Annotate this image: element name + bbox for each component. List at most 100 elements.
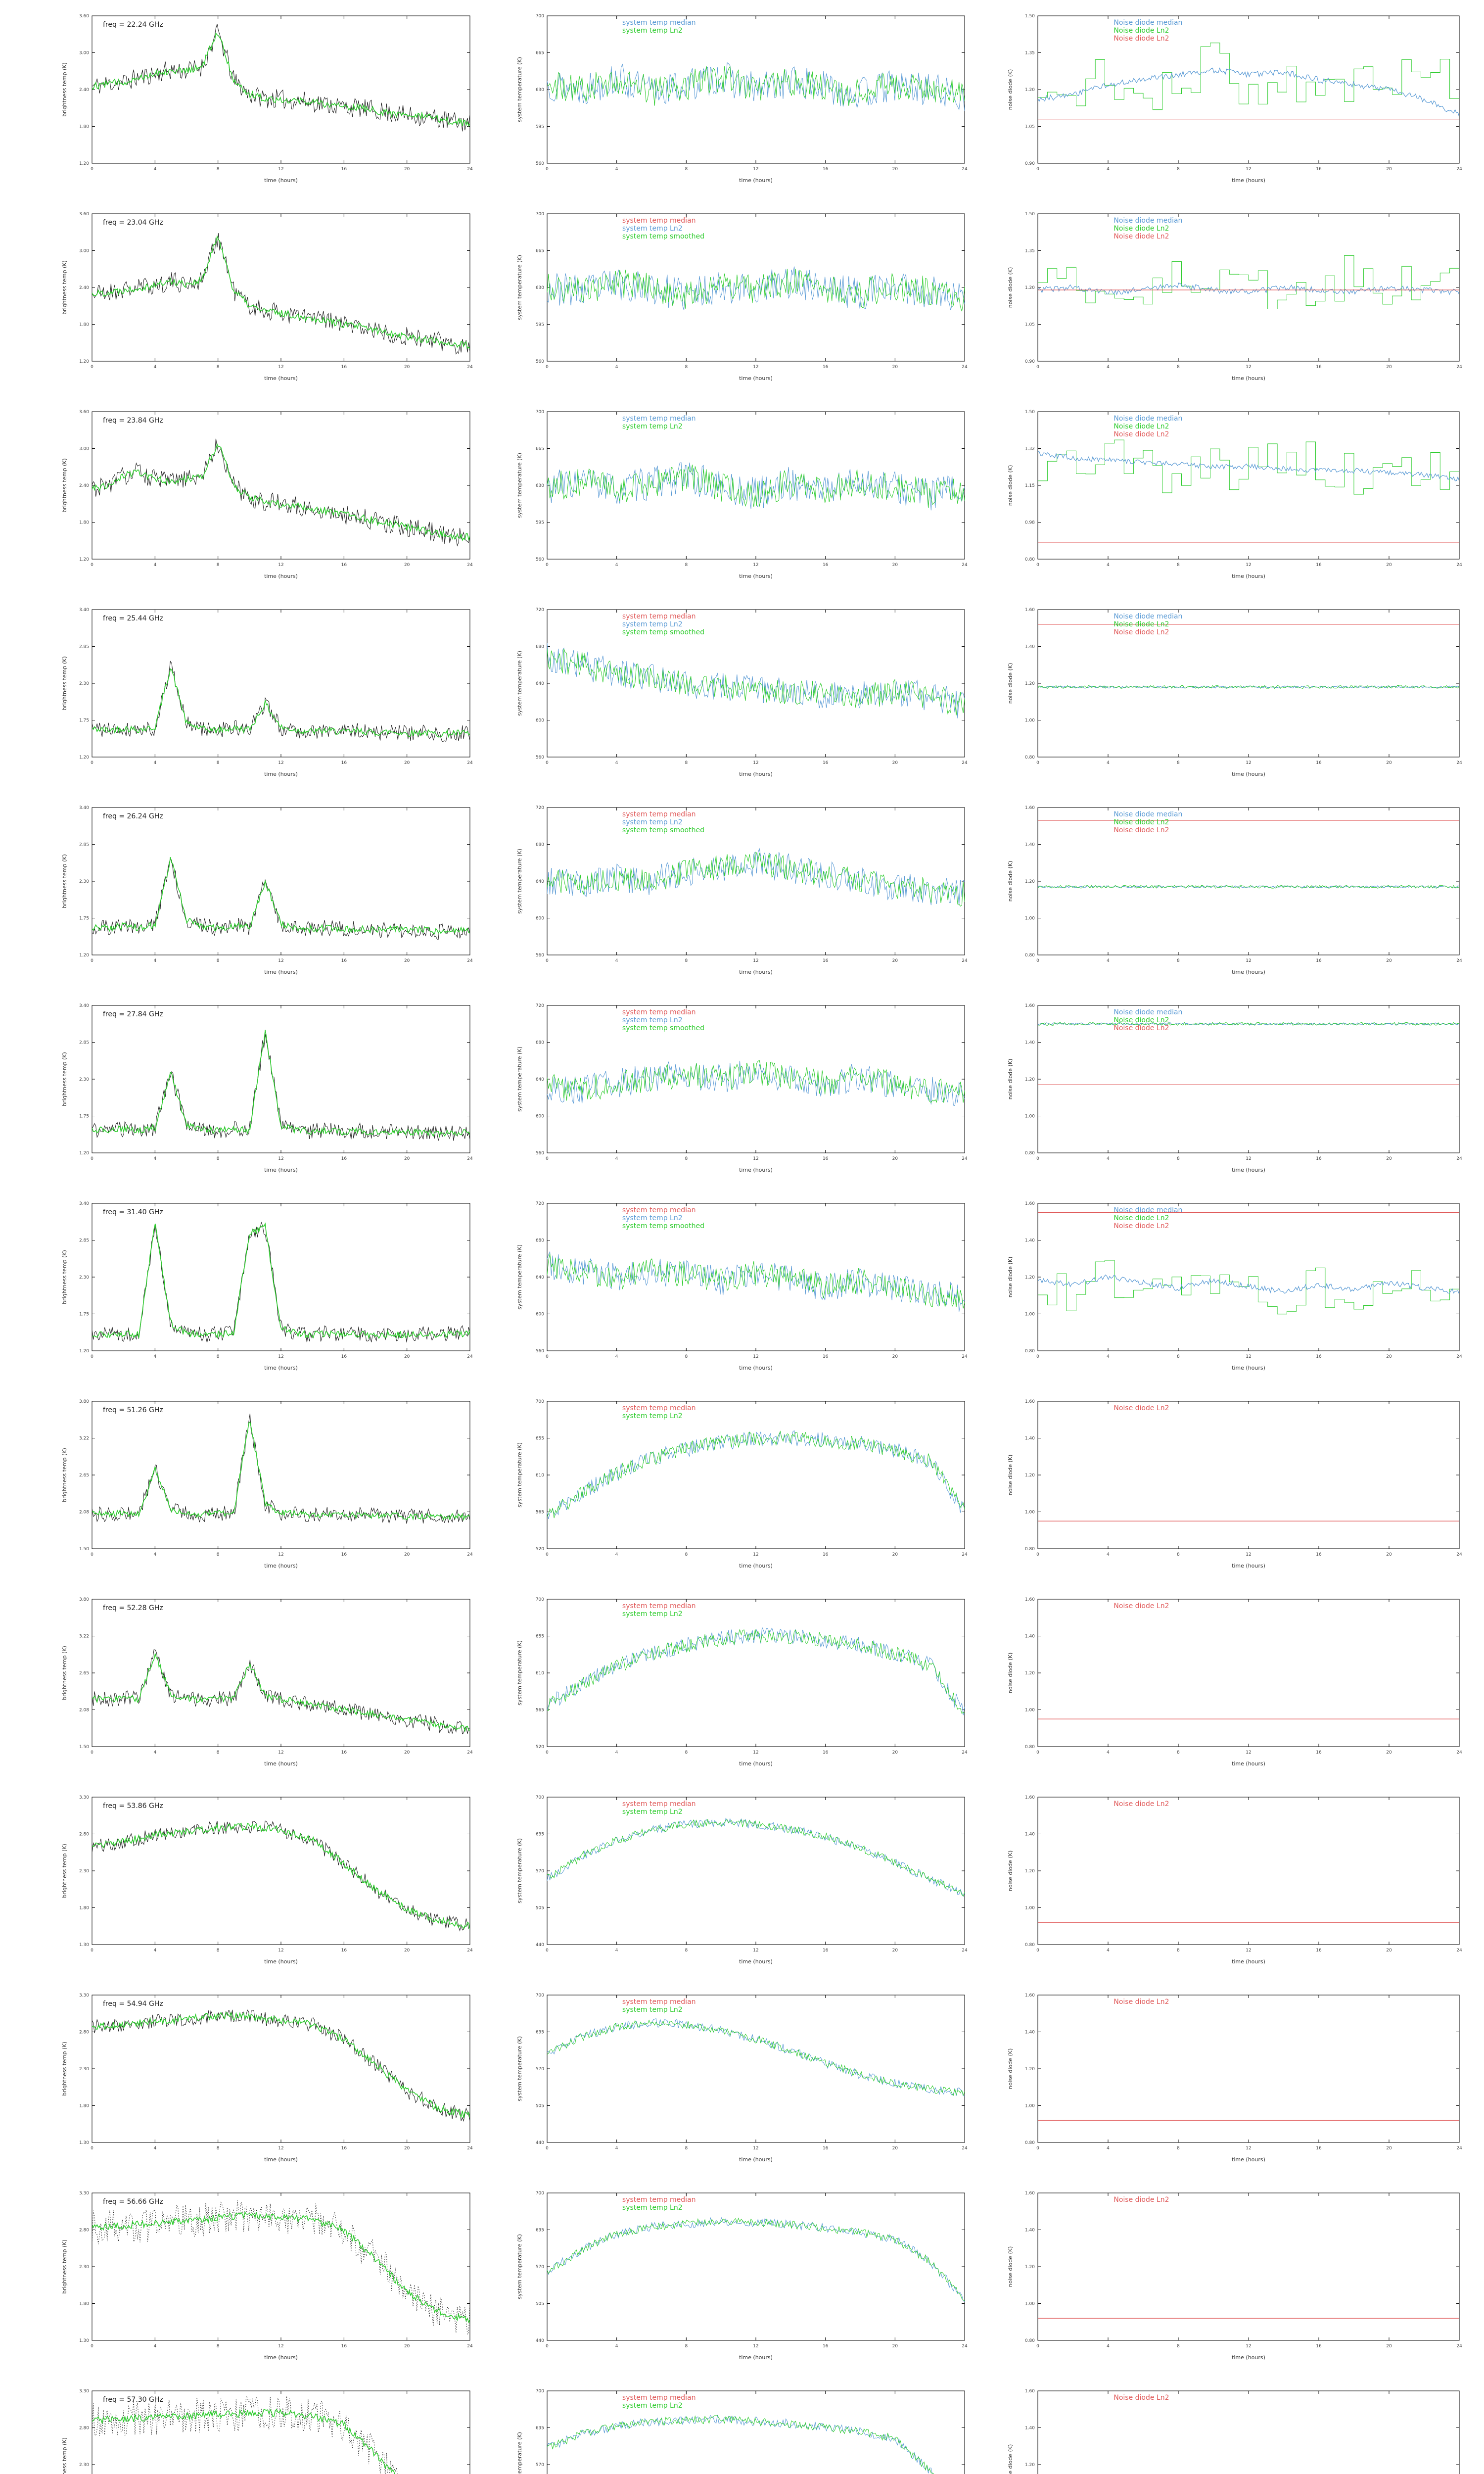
y-tick-label: 0.98 — [1025, 521, 1035, 525]
x-axis-label: time (hours) — [739, 771, 773, 777]
y-tick-label: 1.40 — [1025, 1634, 1035, 1639]
x-tick-label: 0 — [1036, 2344, 1039, 2349]
freq-label: freq = 56.66 GHz — [103, 2198, 163, 2206]
y-tick-label: 1.50 — [1025, 410, 1035, 415]
legend-entry: Noise diode Ln2 — [1113, 1024, 1169, 1032]
x-tick-label: 20 — [1386, 2344, 1392, 2349]
x-tick-label: 16 — [341, 958, 347, 963]
x-tick-label: 8 — [217, 365, 220, 370]
legend-entry: system temp smoothed — [622, 1222, 704, 1230]
system-temp-panel-canvas: 0 4 8 12 16 20 24 560 595 630 665 700 system temp me… — [516, 410, 968, 579]
x-tick-label: 0 — [546, 563, 549, 568]
x-tick-label: 8 — [685, 1552, 688, 1557]
y-tick-label: 2.30 — [79, 1275, 89, 1280]
x-tick-label: 20 — [1386, 167, 1392, 172]
x-tick-label: 4 — [615, 2146, 618, 2151]
series-line-green — [547, 1060, 965, 1103]
y-axis-label: brightness temp (K) — [61, 1052, 68, 1106]
x-tick-label: 8 — [685, 563, 688, 568]
spectrum-panel: 0 4 8 12 16 20 24 1.20 1.80 2.40 3.00 3.60 freq = 23… — [59, 406, 475, 582]
x-tick-label: 8 — [1177, 1354, 1180, 1359]
x-tick-label: 24 — [467, 1156, 473, 1161]
freq-label: freq = 54.94 GHz — [103, 2000, 163, 2008]
y-axis-label: noise diode (K) — [1007, 663, 1014, 704]
series-line-green — [1038, 1260, 1459, 1315]
system-temp-panel-canvas: 0 4 8 12 16 20 24 560 600 640 680 720 system temp me… — [516, 1003, 968, 1173]
y-tick-label: 1.40 — [1025, 1041, 1035, 1046]
series-line-green — [92, 443, 470, 541]
x-tick-label: 4 — [153, 761, 156, 765]
y-tick-label: 1.60 — [1025, 806, 1035, 810]
series-line-blue — [547, 1817, 965, 1897]
noise-diode-panel-canvas: 0 4 8 12 16 20 24 0.80 1.00 1.20 1.40 1.60 Noise dio… — [1007, 1201, 1462, 1371]
noise-diode-panel: 0 4 8 12 16 20 24 0.80 1.00 1.20 1.40 1.60 Noise dio… — [1005, 2187, 1464, 2363]
x-tick-label: 4 — [153, 1156, 156, 1161]
y-tick-label: 3.40 — [79, 1201, 89, 1206]
plot-frame — [1037, 1401, 1460, 1549]
series-line-black — [92, 858, 470, 940]
x-axis-label: time (hours) — [1232, 1958, 1265, 1965]
freq-label: freq = 27.84 GHz — [103, 1010, 163, 1018]
y-tick-label: 1.40 — [1025, 843, 1035, 848]
x-tick-label: 24 — [1456, 1948, 1462, 1953]
y-axis-label: noise diode (K) — [1007, 2246, 1014, 2287]
y-tick-label: 1.60 — [1025, 1993, 1035, 1998]
system-temp-panel: 0 4 8 12 16 20 24 560 600 640 680 720 system temp me… — [514, 802, 970, 978]
legend-entry: system temp median — [622, 217, 696, 225]
series-line-green — [547, 2019, 965, 2096]
y-tick-label: 2.30 — [79, 2265, 89, 2270]
series-line-blue — [1038, 67, 1459, 117]
x-tick-label: 4 — [615, 761, 618, 765]
series-line-green — [547, 1819, 965, 1897]
x-tick-label: 12 — [1246, 1552, 1251, 1557]
y-tick-label: 1.50 — [1025, 212, 1035, 217]
y-axis-label: brightness temp (K) — [61, 2239, 68, 2294]
x-tick-label: 20 — [404, 2146, 410, 2151]
spectrum-panel-canvas: 0 4 8 12 16 20 24 1.20 1.80 2.40 3.00 3.60 freq = 22… — [61, 14, 473, 184]
x-tick-label: 12 — [1246, 1948, 1251, 1953]
y-tick-label: 2.65 — [79, 1473, 89, 1478]
y-tick-label: 0.90 — [1025, 161, 1035, 166]
legend-entry: system temp median — [622, 1602, 696, 1610]
spectrum-panel-canvas: 0 4 8 12 16 20 24 1.30 1.80 2.30 2.80 3.30 freq = 53… — [61, 1795, 473, 1965]
spectrum-panel: 0 4 8 12 16 20 24 1.30 1.80 2.30 2.80 3.30 freq = 54… — [59, 1989, 475, 2165]
x-tick-label: 12 — [753, 958, 758, 963]
y-tick-label: 1.50 — [79, 1745, 89, 1750]
y-tick-label: 1.20 — [1025, 1869, 1035, 1874]
x-tick-label: 20 — [1386, 958, 1392, 963]
series-line-green — [1038, 43, 1459, 110]
y-tick-label: 1.50 — [79, 1547, 89, 1552]
x-tick-label: 20 — [892, 2344, 898, 2349]
x-tick-label: 8 — [685, 167, 688, 172]
plot-row-4: 0 4 8 12 16 20 24 1.20 1.75 2.30 2.85 3.40 freq = 25… — [0, 594, 1484, 792]
y-tick-label: 720 — [536, 1003, 544, 1008]
x-axis-label: time (hours) — [1232, 177, 1265, 184]
x-tick-label: 16 — [823, 2344, 829, 2349]
x-axis-label: time (hours) — [264, 1563, 298, 1569]
x-tick-label: 0 — [91, 365, 93, 370]
legend-entry: Noise diode Ln2 — [1113, 225, 1169, 233]
x-tick-label: 0 — [91, 761, 93, 765]
plot-frame — [92, 1797, 470, 1945]
plot-frame — [547, 1005, 965, 1153]
x-tick-label: 4 — [153, 1948, 156, 1953]
system-temp-panel: 0 4 8 12 16 20 24 560 600 640 680 720 system temp me… — [514, 999, 970, 1176]
x-tick-label: 16 — [1316, 167, 1322, 172]
y-axis-label: noise diode (K) — [1007, 861, 1014, 902]
y-tick-label: 1.60 — [1025, 1003, 1035, 1008]
x-tick-label: 0 — [546, 2344, 549, 2349]
spectrum-panel: 0 4 8 12 16 20 24 1.50 2.08 2.65 3.22 3.80 freq = 52… — [59, 1593, 475, 1769]
y-axis-label: brightness temp (K) — [61, 458, 68, 513]
plot-frame — [547, 1599, 965, 1747]
legend-entry: system temp Ln2 — [622, 27, 683, 35]
y-axis-label: noise diode (K) — [1007, 2444, 1014, 2474]
y-axis-label: system temperature (K) — [516, 849, 523, 914]
y-tick-label: 3.60 — [79, 212, 89, 217]
series-line-green — [92, 1822, 470, 1930]
x-tick-label: 16 — [823, 563, 829, 568]
y-tick-label: 2.40 — [79, 483, 89, 488]
